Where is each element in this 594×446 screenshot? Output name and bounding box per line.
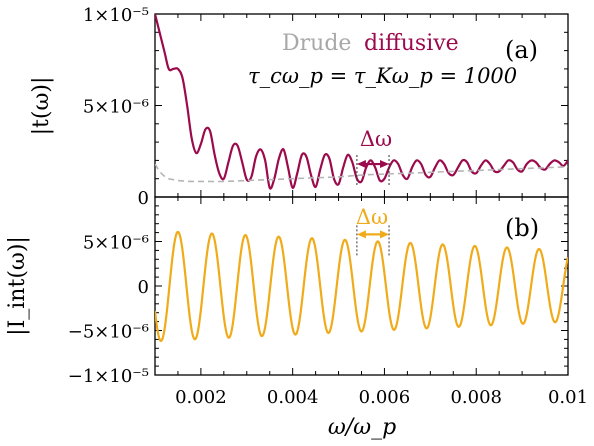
panel-a-ylabel: |t(ω)| (29, 77, 54, 136)
y-tick-label: 1×10⁻⁵ (83, 5, 149, 26)
y-tick-label: −5×10⁻⁶ (68, 322, 149, 343)
series-line-interference (155, 232, 568, 341)
x-tick-label: 0.004 (267, 387, 319, 408)
panel-a-label: (a) (505, 36, 538, 64)
panel-b: −1×10⁻⁵−5×10⁻⁶05×10⁻⁶ 0.002 0.004 0.006 0.0… (5, 197, 588, 440)
x-axis-label: ω/ω_p (328, 415, 396, 440)
y-tick-label: 0 (138, 188, 149, 209)
legend-diffusive: diffusive (364, 31, 459, 56)
panel-b-ylabel: |I_int(ω)| (5, 236, 30, 336)
x-tick-label: 0.008 (450, 387, 502, 408)
delta-arrowhead-left (357, 160, 366, 168)
delta-arrowhead-right (380, 160, 389, 168)
y-tick-label: 5×10⁻⁶ (83, 233, 149, 254)
params-annotation: τ_cω_p = τ_Kω_p = 1000 (248, 64, 517, 88)
x-tick-label: 0.006 (359, 387, 411, 408)
panel-b-ytick-labels: −1×10⁻⁵ −5×10⁻⁶ 0 5×10⁻⁶ (68, 233, 149, 388)
y-tick-label: 5×10⁻⁶ (83, 97, 149, 118)
legend-drude: Drude (282, 31, 351, 56)
x-tick-label: 0.01 (548, 387, 588, 408)
panel-b-series (155, 232, 568, 341)
delta-arrow-b (357, 225, 389, 256)
panel-a: 0 5×10⁻⁶ 1×10⁻⁵ |t(ω)| (a) Drude diffusive… (29, 5, 568, 209)
delta-omega-b: Δω (356, 205, 388, 229)
y-tick-label: −1×10⁻⁵ (68, 366, 149, 387)
x-tick-label: 0.002 (175, 387, 227, 408)
x-tick-labels: 0.002 0.004 0.006 0.008 0.01 (175, 387, 588, 408)
y-tick-label: 0 (138, 277, 149, 298)
panel-b-label: (b) (505, 214, 539, 242)
panel-a-ytick-labels: 0 5×10⁻⁶ 1×10⁻⁵ (83, 5, 149, 209)
delta-arrowhead-right (380, 230, 389, 238)
delta-arrowhead-left (357, 230, 366, 238)
delta-omega-a: Δω (360, 127, 392, 151)
